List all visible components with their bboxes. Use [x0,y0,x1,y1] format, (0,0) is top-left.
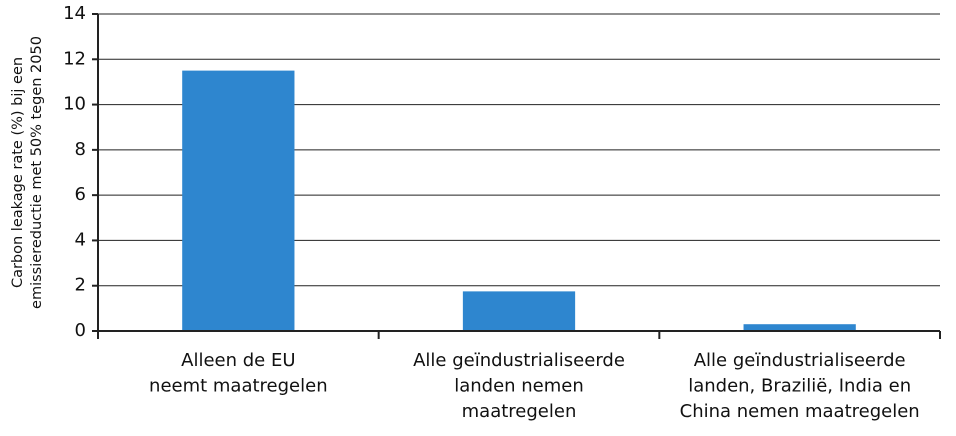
y-tick-label: 2 [75,275,86,296]
x-tick-label: landen, Brazilië, India en [688,376,911,397]
bar [182,70,295,331]
y-tick-label: 6 [75,184,86,205]
x-tick-label: Alleen de EU [181,350,295,371]
x-tick-label: Alle geïndustrialiseerde [413,350,625,371]
x-tick-label: maatregelen [462,401,577,422]
y-tick-label: 8 [75,139,86,160]
y-tick-label: 14 [63,3,86,24]
y-axis-label: emissiereductie met 50% tegen 2050 [29,36,45,309]
y-tick-label: 12 [63,48,86,69]
y-axis-label: Carbon leakage rate (%) bij een [10,57,26,288]
y-tick-label: 10 [63,94,86,115]
x-tick-label: Alle geïndustrialiseerde [694,350,906,371]
x-tick-label: landen nemen [454,376,584,397]
bar [462,291,576,331]
x-tick-label: China nemen maatregelen [680,401,920,422]
y-tick-label: 4 [75,229,86,250]
bar [743,324,856,331]
x-tick-label: neemt maatregelen [149,376,328,397]
y-tick-label: 0 [75,320,86,341]
